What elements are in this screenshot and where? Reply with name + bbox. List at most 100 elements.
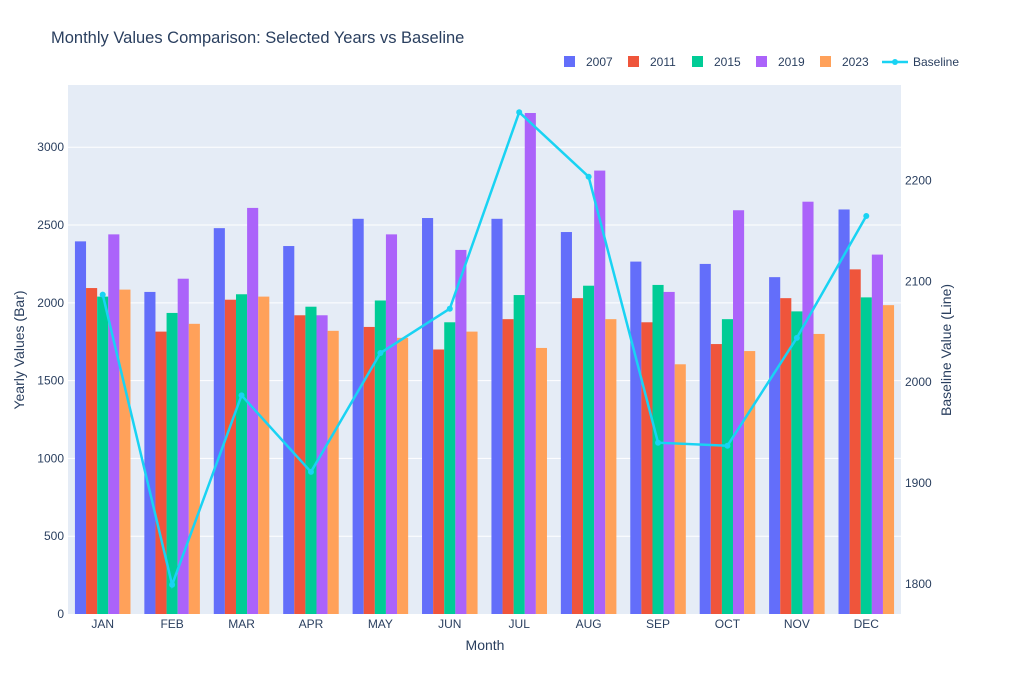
baseline-point-feb — [169, 581, 176, 588]
bar-2007-may — [352, 218, 364, 614]
bar-2011-may — [363, 326, 375, 614]
bars-layer — [74, 113, 895, 615]
bar-2023-nov — [813, 333, 825, 614]
baseline-point-may — [377, 350, 384, 357]
legend-label: 2011 — [650, 55, 676, 69]
bar-2023-oct — [744, 351, 756, 614]
bar-2015-jan — [97, 296, 109, 614]
bar-2007-mar — [213, 228, 225, 614]
legend-item-2019[interactable]: 2019 — [756, 55, 805, 69]
baseline-point-aug — [585, 173, 592, 180]
baseline-point-sep — [655, 439, 662, 446]
bar-2023-mar — [258, 296, 270, 614]
bar-2011-jun — [433, 349, 445, 614]
bar-2011-feb — [155, 331, 167, 614]
x-tick-label: AUG — [576, 617, 602, 631]
legend-swatch — [692, 56, 703, 67]
y2-tick-label: 2000 — [905, 375, 932, 389]
bar-2007-sep — [630, 261, 642, 614]
x-tick-label: APR — [299, 617, 324, 631]
bar-2015-feb — [166, 312, 178, 614]
bar-2023-feb — [188, 323, 200, 614]
bar-2023-jan — [119, 289, 131, 614]
bar-2011-aug — [571, 298, 584, 614]
grid-layer — [68, 146, 901, 537]
bar-2011-sep — [641, 322, 653, 614]
baseline-line — [101, 109, 868, 590]
bar-2015-may — [374, 300, 386, 614]
legend-label: Baseline — [913, 55, 959, 69]
bar-2019-dec — [871, 254, 883, 614]
y-tick-label: 1000 — [37, 451, 64, 465]
y-tick-label: 3000 — [37, 140, 64, 154]
x-tick-label: OCT — [715, 617, 741, 631]
legend-label: 2007 — [586, 55, 613, 69]
legend-item-2011[interactable]: 2011 — [628, 55, 676, 69]
bar-2023-sep — [674, 364, 686, 614]
bar-2023-may — [397, 337, 409, 614]
bar-2015-sep — [652, 284, 664, 614]
legend-item-2007[interactable]: 2007 — [564, 55, 613, 69]
legend-swatch — [564, 56, 575, 67]
legend-item-baseline[interactable]: Baseline — [882, 55, 959, 69]
baseline-point-mar — [238, 392, 245, 399]
y2-tick-label: 2200 — [905, 174, 932, 188]
baseline-point-apr — [307, 468, 314, 475]
bar-2019-aug — [594, 170, 606, 614]
bar-2019-jan — [108, 234, 120, 615]
bar-2019-jun — [455, 249, 467, 614]
legend-swatch — [756, 56, 767, 67]
bar-2015-dec — [860, 297, 872, 614]
baseline-point-jun — [446, 305, 453, 312]
bar-2015-mar — [235, 294, 248, 614]
bar-2023-jun — [466, 331, 478, 614]
y-tick-label: 0 — [57, 607, 64, 621]
x-tick-label: JUN — [438, 617, 461, 631]
bar-2015-aug — [583, 285, 595, 614]
legend-item-2023[interactable]: 2023 — [820, 55, 869, 69]
bar-2023-dec — [882, 305, 895, 614]
y-tick-label: 2500 — [37, 218, 64, 232]
y2-tick-label: 2100 — [905, 274, 932, 288]
y-tick-label: 500 — [44, 529, 64, 543]
bar-2007-jul — [491, 218, 503, 614]
baseline-point-nov — [793, 334, 800, 341]
bar-2011-jul — [502, 319, 514, 614]
bar-2023-apr — [327, 330, 339, 614]
bar-2019-nov — [802, 201, 814, 615]
legend[interactable]: 2007 2011 2015 2019 2023 Baseline — [564, 55, 959, 69]
legend-label: 2023 — [842, 55, 869, 69]
baseline-point-oct — [724, 442, 731, 449]
axis-layer: 0 500 1000 1500 2000 2500 3000 1800 1900 2000 2100… — [37, 140, 932, 631]
bar-2019-oct — [733, 210, 745, 614]
x-tick-label: FEB — [160, 617, 183, 631]
legend-item-2015[interactable]: 2015 — [692, 55, 741, 69]
bar-2019-apr — [316, 315, 328, 614]
bar-2011-dec — [849, 269, 861, 614]
bar-2023-jul — [535, 347, 547, 614]
bar-2011-jan — [86, 288, 98, 614]
bar-2007-nov — [769, 277, 781, 614]
bar-2019-mar — [247, 207, 259, 614]
baseline-line-layer — [99, 109, 870, 590]
bar-2015-nov — [791, 311, 803, 614]
baseline-point-dec — [863, 212, 870, 219]
bar-2007-aug — [560, 232, 572, 614]
legend-swatch — [820, 56, 831, 67]
bar-2007-feb — [144, 291, 156, 614]
x-tick-label: MAY — [368, 617, 393, 631]
y-axis-title: Yearly Values (Bar) — [11, 290, 27, 409]
y-tick-label: 2000 — [37, 296, 64, 310]
bar-2019-may — [385, 234, 398, 615]
y2-tick-label: 1800 — [905, 577, 932, 591]
baseline-point-jan — [99, 291, 106, 298]
bar-2019-feb — [177, 278, 189, 614]
y2-axis-title: Baseline Value (Line) — [938, 284, 954, 416]
x-axis-title: Month — [466, 637, 505, 653]
bar-2015-jul — [513, 295, 525, 614]
legend-swatch — [628, 56, 639, 67]
legend-label: 2015 — [714, 55, 741, 69]
plot-area — [68, 85, 901, 614]
